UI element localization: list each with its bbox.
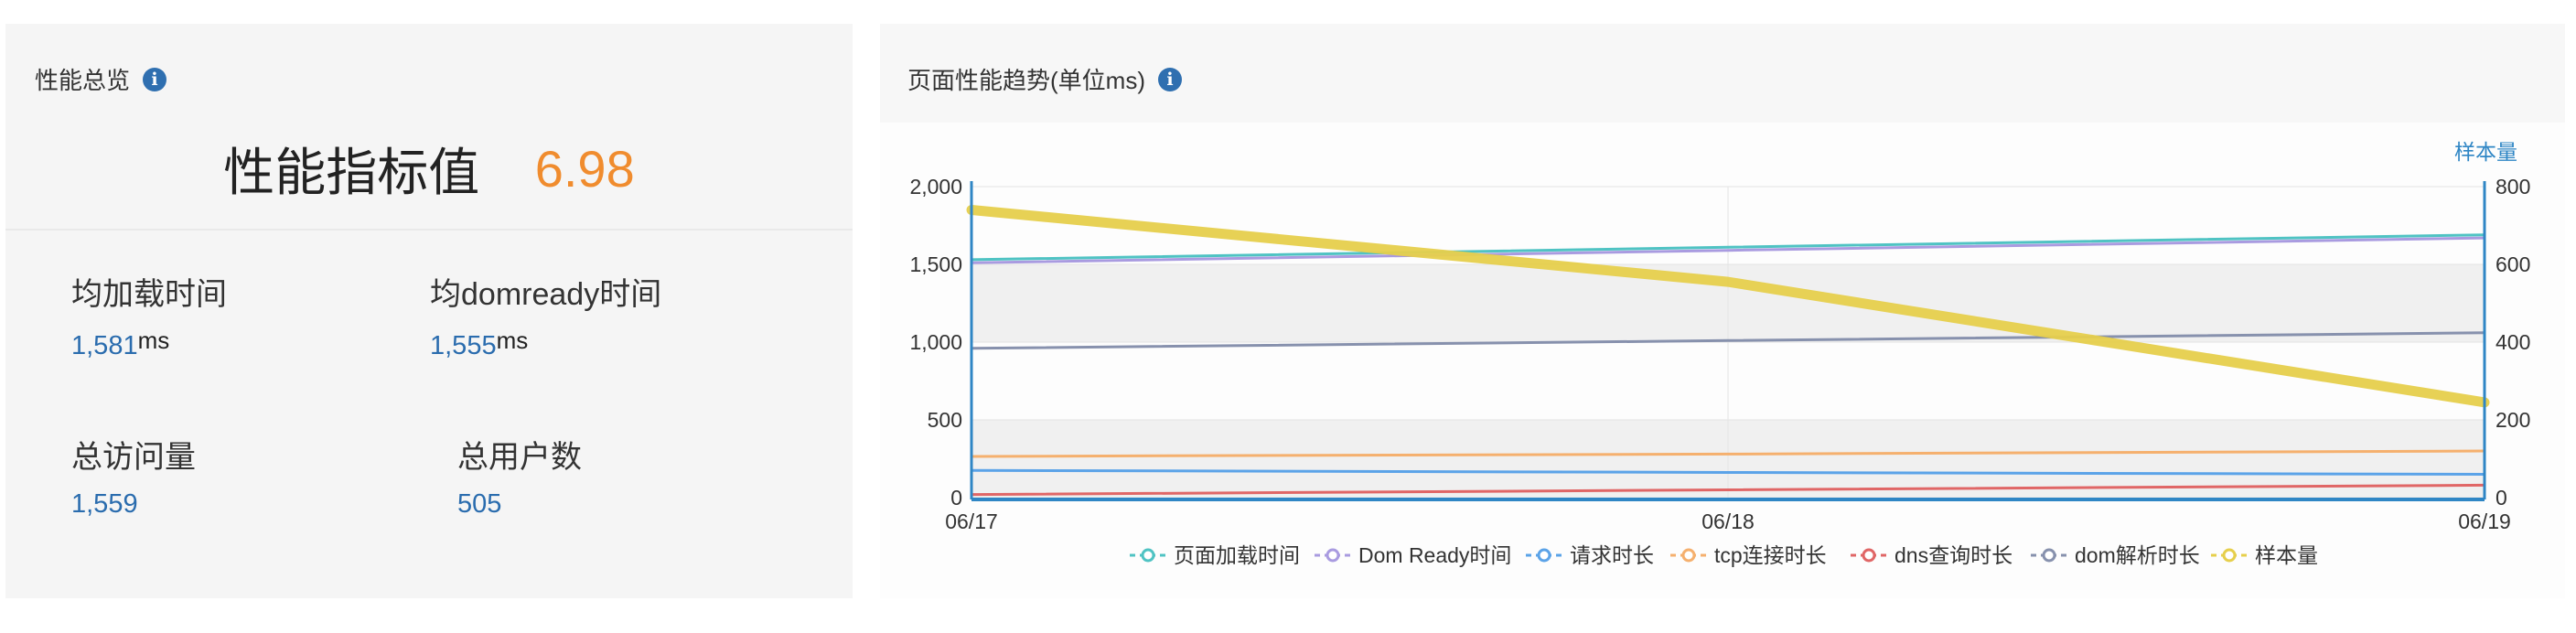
x-tick-label: 06/17 — [945, 510, 998, 533]
series-line-4 — [970, 483, 2486, 497]
legend-item-1: Dom Ready时间 — [1315, 543, 1511, 567]
legend-label: tcp连接时长 — [1714, 543, 1827, 567]
y-left-tick-label: 1,000 — [909, 330, 962, 354]
metric-unit: ms — [496, 327, 529, 354]
series-line-3 — [970, 449, 2486, 458]
y-right-axis-title: 样本量 — [2454, 140, 2517, 164]
overview-divider — [5, 229, 853, 231]
metric-label: 均加载时间 — [71, 277, 227, 312]
legend-symbol-marker — [2222, 548, 2237, 563]
performance-overview-panel: 性能总览 i 性能指标值 6.98 均加载时间 1,581ms 均domread… — [5, 24, 853, 598]
legend-item-2: 请求时长 — [1526, 543, 1654, 567]
metric-value: 505 — [457, 489, 502, 519]
legend-symbol-marker — [1141, 548, 1155, 563]
metric-total-users: 总用户数 505 — [457, 432, 582, 520]
legend-symbol-marker — [2042, 548, 2056, 563]
metric-avg-domready-time: 均domready时间 1,555ms — [430, 269, 661, 361]
performance-trend-chart: 0 500 1,000 1,500 2,000 0 200 400 600 800 样本量 06/17… — [909, 140, 2530, 567]
metric-label: 总用户数 — [457, 440, 582, 475]
legend-label: Dom Ready时间 — [1358, 543, 1511, 567]
performance-index: 性能指标值 6.98 — [5, 132, 853, 206]
metric-value: 1,581 — [71, 331, 138, 360]
metric-value: 1,555 — [430, 331, 497, 360]
legend-label: 请求时长 — [1570, 543, 1654, 567]
trend-title: 页面性能趋势(单位ms) i — [907, 62, 1182, 96]
legend-item-3: tcp连接时长 — [1670, 543, 1827, 567]
legend-item-0: 页面加载时间 — [1130, 543, 1300, 567]
metric-label: 总访问量 — [71, 440, 196, 475]
overview-title-text: 性能总览 — [35, 67, 131, 94]
x-tick-label: 06/19 — [2458, 510, 2511, 533]
chart-area: 0 500 1,000 1,500 2,000 0 200 400 600 800 样本量 06/17… — [880, 123, 2565, 598]
legend-symbol-marker — [1681, 548, 1696, 563]
performance-index-value: 6.98 — [534, 140, 635, 198]
info-icon[interactable]: i — [143, 67, 167, 91]
performance-index-label: 性能指标值 — [223, 144, 480, 201]
y-right-tick-label: 400 — [2496, 330, 2530, 354]
series-line-2 — [970, 468, 2486, 476]
overview-title: 性能总览 i — [35, 62, 167, 96]
legend-label: dom解析时长 — [2075, 543, 2200, 567]
x-tick-label: 06/18 — [1701, 510, 1755, 533]
series-line-6 — [966, 205, 2490, 408]
legend-label: dns查询时长 — [1894, 543, 2012, 567]
metric-unit: ms — [137, 327, 170, 354]
y-right-tick-label: 800 — [2496, 175, 2530, 198]
performance-trend-panel: 页面性能趋势(单位ms) i 0 500 1,000 1,500 2,000 0 200 40… — [880, 24, 2565, 598]
y-left-tick-label: 500 — [928, 408, 962, 432]
metric-avg-load-time: 均加载时间 1,581ms — [71, 269, 227, 361]
trend-title-text: 页面性能趋势(单位ms) — [907, 67, 1145, 94]
info-icon[interactable]: i — [1157, 67, 1182, 91]
legend-symbol-marker — [1537, 548, 1551, 563]
series-line-5 — [970, 331, 2486, 350]
metric-value: 1,559 — [71, 489, 138, 519]
legend-item-5: dom解析时长 — [2031, 543, 2200, 567]
metric-label: 均domready时间 — [430, 277, 662, 312]
y-right-tick-label: 200 — [2496, 408, 2530, 432]
y-right-tick-label: 0 — [2496, 486, 2507, 510]
y-left-tick-label: 0 — [950, 486, 962, 510]
metric-total-visits: 总访问量 1,559 — [71, 432, 196, 520]
series-line-0 — [970, 233, 2486, 262]
legend-symbol-marker — [1326, 548, 1340, 563]
legend-item-4: dns查询时长 — [1851, 543, 2012, 567]
legend-label: 页面加载时间 — [1174, 543, 1300, 567]
y-left-tick-label: 1,500 — [909, 252, 962, 276]
series-line-1 — [970, 236, 2486, 264]
legend-item-6: 样本量 — [2211, 543, 2318, 567]
legend-label: 样本量 — [2255, 543, 2318, 567]
y-left-tick-label: 2,000 — [909, 175, 962, 198]
legend-symbol-marker — [1862, 548, 1876, 563]
y-right-tick-label: 600 — [2496, 252, 2530, 276]
